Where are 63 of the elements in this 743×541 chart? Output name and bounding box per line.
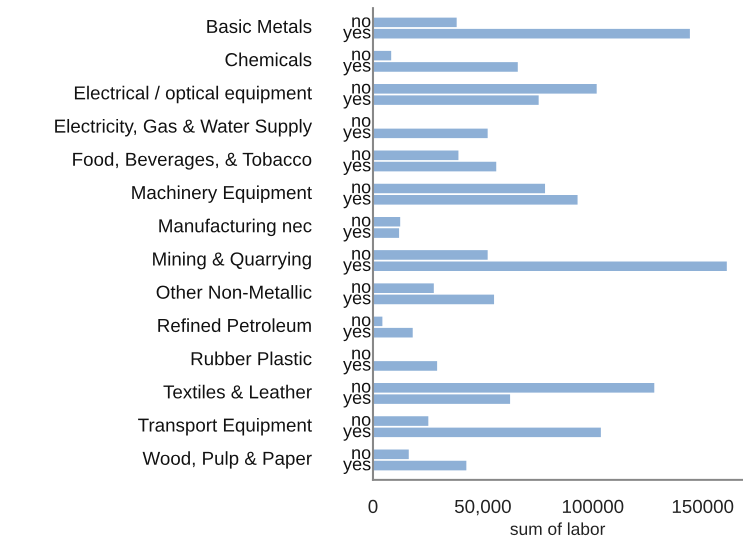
y-tick-label: Mining & Quarrying <box>153 252 311 270</box>
text: no <box>352 183 370 194</box>
text: yes <box>343 228 370 242</box>
bar <box>372 150 458 160</box>
x-axis-title: sum of labor <box>510 522 606 536</box>
text: no <box>352 150 370 160</box>
x-tick-label: 50,000 <box>454 500 511 516</box>
x-tick-label: 150000 <box>672 500 734 514</box>
text: yes <box>343 294 370 308</box>
text: no <box>352 117 370 127</box>
bar <box>372 450 409 460</box>
text: yes <box>343 460 370 474</box>
text: no <box>352 283 370 294</box>
text: yes <box>343 162 370 175</box>
text: no <box>352 416 370 426</box>
bar <box>372 128 488 138</box>
text: yes <box>343 427 370 441</box>
series-label: yes <box>343 28 370 42</box>
text: yes <box>343 261 370 275</box>
text: no <box>352 216 370 227</box>
x-tick-label: 0 <box>368 500 378 514</box>
y-tick-label: Wood, Pulp & Paper <box>142 451 312 469</box>
text: no <box>352 449 370 460</box>
bar <box>372 28 690 38</box>
y-tick-label: Refined Petroleum <box>158 318 311 332</box>
y-tick-label: Other Non-Metallic <box>156 285 312 299</box>
text: no <box>352 316 370 326</box>
y-tick-label: Textiles & Leather <box>163 384 312 399</box>
text: yes <box>343 328 370 342</box>
text: no <box>352 350 370 360</box>
y-tick-label: Food, Beverages, & Tobacco <box>73 152 312 170</box>
y-tick-label: Machinery Equipment <box>132 185 312 203</box>
bar <box>372 328 413 338</box>
text: yes <box>343 95 370 109</box>
bar <box>372 250 488 260</box>
x-tick-label: 100000 <box>562 500 624 514</box>
y-tick-label: Basic Metals <box>207 19 312 34</box>
y-tick-label: Transport Equipment <box>138 418 312 436</box>
y-tick-label: Rubber Plastic <box>192 352 312 366</box>
bar <box>372 261 727 272</box>
bar <box>372 361 438 371</box>
text: yes <box>343 128 370 142</box>
bar <box>372 162 496 172</box>
text: yes <box>343 194 370 208</box>
bar <box>372 316 382 326</box>
bar <box>372 394 510 404</box>
y-tick-label: Electricity, Gas & Water Supply <box>55 118 312 136</box>
y-tick-label: Chemicals <box>225 52 312 66</box>
y-tick-label: Electrical / optical equipment <box>74 86 312 104</box>
text: no <box>352 50 370 60</box>
text: no <box>352 250 370 260</box>
bar <box>372 460 466 470</box>
series-label: no <box>352 17 370 28</box>
bar <box>372 383 654 393</box>
y-tick-label: Manufacturing nec <box>159 218 312 236</box>
text: yes <box>343 62 370 76</box>
bar <box>372 18 457 28</box>
text: no <box>352 84 370 94</box>
bar <box>372 95 539 105</box>
text: yes <box>343 394 370 408</box>
text: no <box>352 382 370 393</box>
bar <box>372 84 597 94</box>
text: yes <box>343 360 370 374</box>
